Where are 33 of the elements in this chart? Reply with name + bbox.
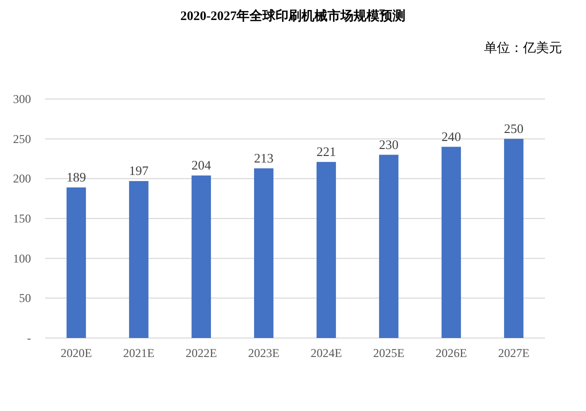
y-tick-label: 300 [13, 92, 31, 106]
y-tick-label: 50 [19, 291, 31, 306]
text: 单位：亿美元 [484, 40, 562, 55]
x-tick-label: 2020E [60, 346, 92, 360]
bar [504, 138, 524, 338]
y-tick-label: 200 [13, 172, 31, 186]
y-tick-label: 100 [13, 251, 31, 266]
data-label: 213 [254, 150, 274, 166]
x-tick-label: 2026E [436, 346, 467, 360]
x-tick-label: 2021E [123, 346, 154, 360]
bar [379, 154, 398, 338]
data-label: 204 [192, 157, 212, 172]
data-label: 197 [129, 163, 149, 178]
data-label: 250 [504, 120, 524, 136]
data-label: 189 [66, 169, 86, 184]
data-label: 230 [379, 136, 398, 152]
bar [192, 175, 211, 338]
bar [254, 168, 274, 338]
y-tick-label: - [27, 331, 31, 345]
bar [316, 162, 336, 338]
x-tick-label: 2023E [248, 346, 280, 360]
x-tick-label: 2025E [373, 346, 404, 360]
x-tick-label: 2024E [310, 346, 342, 360]
bar [442, 146, 461, 338]
x-tick-label: 2027E [498, 346, 530, 360]
y-tick-label: 250 [13, 132, 31, 146]
data-label: 221 [316, 144, 336, 159]
chart-title: 2020-2027年全球印刷机械市场规模预测 [180, 8, 406, 23]
bar [66, 187, 86, 338]
data-label: 240 [442, 128, 461, 144]
bar [129, 181, 148, 338]
y-tick-label: 150 [13, 212, 31, 226]
x-tick-label: 2022E [186, 346, 217, 360]
